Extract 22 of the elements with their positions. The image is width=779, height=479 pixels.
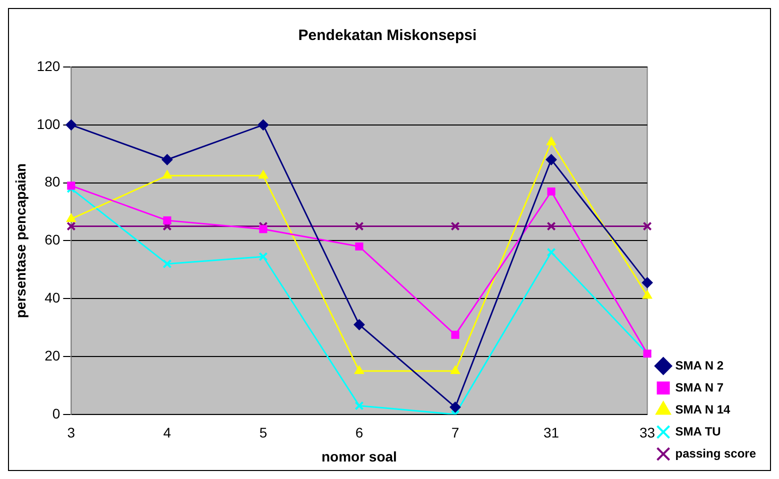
y-tick-label: 40	[44, 289, 60, 306]
legend-label: SMA TU	[675, 424, 721, 438]
x-tick-label: 4	[163, 424, 172, 441]
x-tick-label: 3	[67, 424, 76, 441]
x-tick-label: 33	[640, 424, 656, 441]
legend-label: SMA N 7	[675, 380, 724, 394]
y-tick-label: 20	[44, 347, 60, 364]
legend-label: SMA N 2	[675, 358, 724, 372]
y-tick-label: 120	[36, 58, 60, 74]
x-axis-title: nomor soal	[321, 448, 397, 464]
legend-label: passing score	[675, 446, 756, 460]
y-axis-title: persentase pencapaian	[12, 163, 28, 318]
y-tick-label: 60	[44, 232, 60, 248]
x-tick-label: 6	[355, 424, 364, 441]
y-tick-label: 0	[52, 405, 60, 422]
x-tick-label: 5	[259, 424, 268, 441]
y-tick-label: 100	[36, 116, 60, 132]
chart-title: Pendekatan Miskonsepsi	[298, 27, 477, 44]
y-tick-label: 80	[44, 174, 60, 190]
legend-label: SMA N 14	[675, 402, 731, 416]
x-tick-label: 31	[543, 424, 560, 441]
x-tick-label: 7	[451, 424, 460, 441]
